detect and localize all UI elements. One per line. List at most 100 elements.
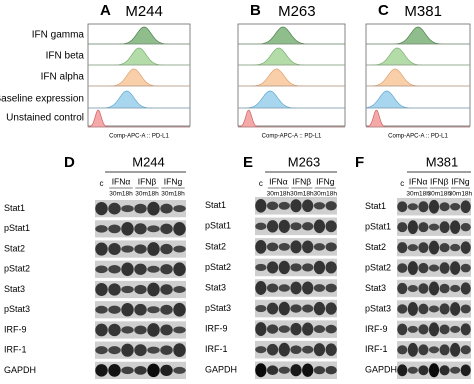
plot-frame <box>87 23 191 127</box>
treatment-label: IFNβ <box>293 176 312 186</box>
blot-band <box>325 324 337 334</box>
blot-band <box>255 322 267 337</box>
blot-band <box>160 284 173 295</box>
blot-band <box>160 264 173 275</box>
blot-band <box>460 263 471 273</box>
blot-band <box>95 346 108 355</box>
row-label: pStat2 <box>4 264 30 274</box>
blot-band <box>439 344 450 356</box>
blot-band <box>313 343 326 357</box>
blot-band <box>302 263 314 272</box>
blot-band <box>325 261 337 274</box>
histogram-peak <box>88 47 190 66</box>
treatment-label: IFNα <box>269 176 288 186</box>
blot-band <box>407 220 418 235</box>
blot-band <box>266 242 279 252</box>
blot-band <box>460 323 471 336</box>
blot-band <box>278 342 290 357</box>
histogram-peak <box>365 90 470 109</box>
row-label: pStat2 <box>205 262 231 272</box>
time-label: 30m18h <box>449 191 473 198</box>
blot-band <box>290 364 302 377</box>
blot-band <box>255 346 267 354</box>
blot-band <box>302 363 314 377</box>
row-label: Stat1 <box>365 201 386 211</box>
blot-band <box>95 225 108 233</box>
blot-band <box>450 342 461 357</box>
blot-band <box>278 243 290 251</box>
blot-band <box>121 262 134 277</box>
panel-title: M244 <box>132 154 165 169</box>
row-label: pStat1 <box>365 222 391 232</box>
blot-band <box>428 363 440 378</box>
blot-band <box>460 364 471 377</box>
histogram-peak <box>237 109 345 128</box>
histogram-peak <box>366 47 470 66</box>
blot-band <box>160 364 173 376</box>
x-axis-label: Comp-APC-A :: PD-L1 <box>262 134 322 140</box>
blot-band <box>134 263 147 275</box>
blot-band <box>302 240 314 254</box>
blot-band <box>173 221 186 236</box>
blot-band <box>173 262 186 277</box>
plot-frame <box>237 23 346 127</box>
blot-band <box>439 365 450 376</box>
blot-band <box>450 220 461 234</box>
blot-band <box>121 205 134 213</box>
blot-band <box>255 363 267 378</box>
blot-band <box>278 260 290 275</box>
blot-band <box>255 304 267 313</box>
row-label: pStat3 <box>4 304 30 314</box>
blot-band <box>428 223 440 231</box>
histogram-peak <box>87 109 190 128</box>
row-label: IFN gamma <box>32 30 85 41</box>
blot-band <box>173 205 186 213</box>
blot-band <box>450 284 461 293</box>
blot-band <box>313 260 326 275</box>
control-label: c <box>100 179 104 188</box>
panel-title: M381 <box>426 154 459 169</box>
time-label: 30m18h <box>290 191 314 198</box>
blot-band <box>95 323 108 337</box>
blot-band <box>290 281 302 295</box>
histogram-peak <box>238 47 345 66</box>
blot-band <box>418 242 429 253</box>
histogram-peak <box>238 90 345 109</box>
blot-band <box>95 283 108 296</box>
blot-band <box>302 345 314 354</box>
blot-band <box>134 325 147 335</box>
blot-band <box>397 201 408 213</box>
row-label: GAPDH <box>365 365 397 375</box>
control-label: c <box>259 179 263 188</box>
blot-band <box>450 366 461 374</box>
blot-band <box>439 303 450 315</box>
blot-band <box>302 281 314 295</box>
panel-letter: F <box>355 154 364 171</box>
blot-band <box>95 364 108 377</box>
blot-band <box>439 202 450 212</box>
blot-band <box>460 241 471 254</box>
blot-band <box>450 202 461 211</box>
blot-band <box>255 281 267 295</box>
blot-band <box>147 282 160 297</box>
blot-band <box>313 366 326 375</box>
blot-band <box>134 344 147 357</box>
histogram-peak <box>366 26 470 45</box>
blot-band <box>160 223 173 235</box>
row-label: Stat3 <box>205 282 226 292</box>
row-label: IRF-1 <box>205 344 228 354</box>
blot-band <box>278 219 290 233</box>
blot-band <box>407 261 418 276</box>
histogram-peak <box>366 68 470 87</box>
blot-band <box>266 201 279 211</box>
row-label: Stat2 <box>205 241 226 251</box>
blot-band <box>439 242 450 253</box>
blot-band <box>290 263 302 272</box>
blot-band <box>418 365 429 376</box>
blot-band <box>302 222 314 231</box>
blot-band <box>173 343 186 358</box>
blot-band <box>418 222 429 233</box>
blot-band <box>173 286 186 293</box>
panel-letter: B <box>250 2 261 19</box>
blot-band <box>439 283 450 294</box>
